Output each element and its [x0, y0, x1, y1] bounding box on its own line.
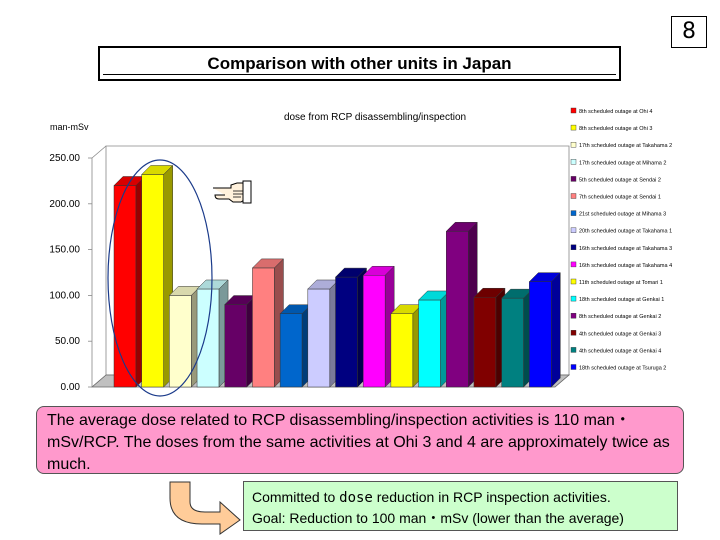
legend-label: 4th scheduled outage at Genkai 3 [579, 331, 661, 337]
bar-front [473, 296, 497, 388]
legend-label: 8th scheduled outage at Ohi 3 [579, 126, 652, 132]
bar-front [335, 276, 358, 388]
bar-front [169, 295, 192, 388]
bar-14 [473, 287, 506, 388]
legend-label: 16th scheduled outage at Takahama 4 [579, 263, 672, 269]
page-number: 8 [671, 16, 707, 48]
legend-swatch [570, 227, 577, 233]
bar-front [252, 267, 275, 388]
legend-swatch [570, 295, 577, 302]
goal-line-2: Goal: Reduction to 100 man・mSv (lower th… [252, 510, 624, 526]
chart-title: dose from RCP disassembling/inspection [284, 112, 466, 123]
pointing-hand-icon [213, 180, 252, 204]
bar-11 [390, 304, 423, 388]
bar-front [307, 288, 331, 388]
legend-swatch [570, 364, 577, 370]
bar-1 [113, 175, 146, 388]
bar-front [446, 231, 469, 388]
y-tick-label: 250.00 [49, 153, 80, 164]
bar-3 [168, 285, 201, 388]
bar-front [224, 304, 247, 388]
legend-swatch [570, 193, 577, 199]
legend-swatch [570, 244, 577, 251]
bar-front [362, 274, 386, 388]
legend-swatch [570, 142, 577, 148]
bar-16 [528, 272, 561, 388]
bar-9 [334, 267, 368, 388]
plot-side-wall [91, 145, 107, 387]
bar-7 [279, 304, 312, 388]
y-tick-label: 100.00 [49, 290, 80, 301]
slide-title: Comparison with other units in Japan [98, 46, 621, 81]
legend-swatch [570, 159, 577, 165]
y-tick-label: 0.00 [61, 382, 81, 393]
legend-label: 21st scheduled outage at Mihama 3 [579, 212, 666, 218]
legend-label: 18th scheduled outage at Tsuruga 2 [579, 366, 666, 372]
y-tick-label: 50.00 [55, 336, 80, 347]
y-tick-label: 150.00 [49, 245, 80, 256]
goal-box: Committed to dose reduction in RCP inspe… [243, 481, 678, 531]
bar-15 [501, 288, 534, 388]
legend-label: 8th scheduled outage at Ohi 4 [579, 109, 652, 115]
bar-front [529, 281, 552, 388]
bar-front [418, 299, 441, 388]
bar-6 [251, 258, 285, 388]
legend-swatch [570, 312, 577, 319]
bar-8 [307, 279, 340, 388]
legend-label: 4th scheduled outage at Genkai 4 [579, 348, 661, 354]
bar-front [196, 288, 220, 388]
legend-swatch [570, 210, 577, 216]
bar-front [390, 313, 414, 388]
bar-2 [141, 164, 174, 388]
legend-label: 7th scheduled outage at Sendai 1 [579, 195, 661, 201]
goal-line-1: Committed to dose reduction in RCP inspe… [252, 489, 611, 506]
legend-label: 17th scheduled outage at Takahama 2 [579, 143, 672, 149]
legend-label: 17th scheduled outage at Mihama 2 [579, 160, 666, 166]
legend-swatch [570, 347, 577, 353]
legend-label: 8th scheduled outage at Genkai 2 [579, 314, 661, 320]
bar-front [113, 185, 137, 388]
legend-swatch [570, 278, 577, 285]
highlight-ellipse [107, 159, 213, 397]
legend-label: 5th scheduled outage at Sendai 2 [579, 177, 661, 183]
legend-swatch [570, 124, 577, 131]
average-dose-callout: The average dose related to RCP disassem… [36, 406, 684, 474]
y-axis-label: man-mSv [50, 122, 89, 132]
bar-front [501, 297, 524, 388]
legend-label: 11th scheduled outage at Tomari 1 [579, 280, 663, 286]
dose-bar-chart: dose from RCP disassembling/inspection m… [49, 107, 672, 397]
legend-label: 18th scheduled outage at Genkai 1 [579, 297, 664, 303]
legend-swatch [570, 330, 577, 336]
bar-side [551, 272, 561, 388]
legend-swatch [570, 176, 577, 182]
bar-12 [417, 290, 451, 388]
bar-10 [362, 265, 395, 388]
legend-swatch [570, 107, 577, 114]
legend-label: 20th scheduled outage at Takahama 1 [579, 229, 672, 235]
y-tick-label: 200.00 [49, 199, 80, 210]
bar-13 [445, 221, 478, 388]
bar-front [141, 174, 164, 388]
legend-swatch [570, 261, 577, 268]
bar-4 [196, 279, 229, 388]
curved-arrow-icon [169, 481, 241, 535]
legend-label: 16th scheduled outage at Takahama 3 [579, 246, 672, 252]
bar-front [279, 313, 303, 388]
bar-5 [224, 294, 257, 388]
